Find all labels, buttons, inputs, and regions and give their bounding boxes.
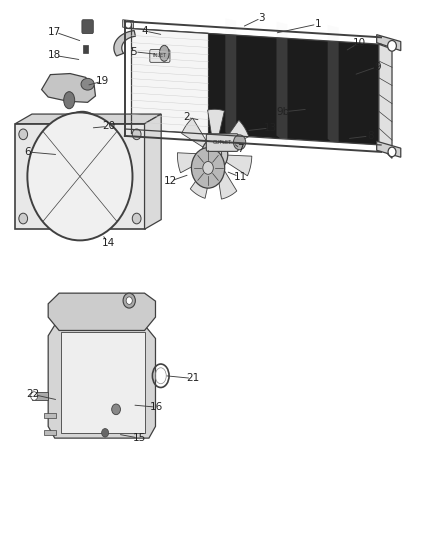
Text: 17: 17 <box>48 27 61 37</box>
Polygon shape <box>15 124 145 229</box>
Text: 8: 8 <box>367 131 374 141</box>
Text: 1: 1 <box>314 19 321 29</box>
Polygon shape <box>217 166 237 199</box>
Text: 5: 5 <box>130 47 137 56</box>
Polygon shape <box>328 25 339 147</box>
Circle shape <box>125 21 131 28</box>
Text: 9b: 9b <box>276 107 289 117</box>
Polygon shape <box>145 114 161 229</box>
Circle shape <box>28 112 132 240</box>
Polygon shape <box>61 332 145 433</box>
Bar <box>32 392 48 400</box>
Text: OUTLET: OUTLET <box>213 140 232 146</box>
Polygon shape <box>377 35 401 51</box>
Polygon shape <box>208 109 224 140</box>
Polygon shape <box>48 325 155 438</box>
Circle shape <box>19 129 28 140</box>
Text: 2: 2 <box>183 112 190 122</box>
Polygon shape <box>123 126 134 135</box>
Polygon shape <box>114 30 135 56</box>
Circle shape <box>388 41 396 51</box>
Circle shape <box>201 139 228 171</box>
FancyBboxPatch shape <box>82 20 93 34</box>
Text: 13: 13 <box>264 123 277 133</box>
Ellipse shape <box>81 78 94 90</box>
Text: INLET: INLET <box>153 53 167 59</box>
Bar <box>44 413 56 418</box>
Polygon shape <box>177 153 203 173</box>
Circle shape <box>102 429 109 437</box>
Polygon shape <box>48 293 155 330</box>
Circle shape <box>132 213 141 224</box>
Circle shape <box>123 293 135 308</box>
Text: 10: 10 <box>353 38 366 47</box>
Circle shape <box>203 161 213 174</box>
Polygon shape <box>131 28 208 134</box>
Ellipse shape <box>65 111 100 142</box>
Text: 3: 3 <box>258 13 265 22</box>
Text: 9: 9 <box>374 62 381 71</box>
Ellipse shape <box>70 117 94 137</box>
Text: 7: 7 <box>237 144 244 154</box>
Ellipse shape <box>78 123 87 131</box>
Polygon shape <box>223 120 249 149</box>
Text: 18: 18 <box>48 51 61 60</box>
FancyBboxPatch shape <box>206 134 238 151</box>
Text: 19: 19 <box>96 76 110 86</box>
FancyBboxPatch shape <box>150 50 170 62</box>
Circle shape <box>112 404 120 415</box>
Text: 12: 12 <box>163 176 177 186</box>
Text: 11: 11 <box>233 172 247 182</box>
Polygon shape <box>377 141 401 157</box>
Polygon shape <box>225 18 236 140</box>
Circle shape <box>208 146 222 163</box>
Circle shape <box>191 148 225 188</box>
Circle shape <box>132 129 141 140</box>
Ellipse shape <box>64 92 74 109</box>
Bar <box>44 430 56 435</box>
Circle shape <box>388 147 396 157</box>
Circle shape <box>31 392 38 400</box>
Text: 16: 16 <box>150 402 163 412</box>
Polygon shape <box>190 166 212 198</box>
Polygon shape <box>15 114 161 124</box>
Circle shape <box>126 297 132 304</box>
Bar <box>83 45 88 53</box>
Circle shape <box>19 213 28 224</box>
Text: 21: 21 <box>186 374 199 383</box>
Text: 22: 22 <box>26 390 39 399</box>
Polygon shape <box>379 44 392 158</box>
Circle shape <box>233 135 246 150</box>
Text: 6: 6 <box>24 147 31 157</box>
Polygon shape <box>182 118 207 148</box>
Circle shape <box>125 127 131 135</box>
Polygon shape <box>42 74 95 102</box>
Polygon shape <box>123 20 134 28</box>
Text: 14: 14 <box>102 238 115 248</box>
Ellipse shape <box>159 45 169 61</box>
Text: 4: 4 <box>141 26 148 36</box>
Polygon shape <box>226 155 252 176</box>
Polygon shape <box>276 21 287 143</box>
Text: 20: 20 <box>102 122 115 131</box>
Polygon shape <box>208 33 379 145</box>
Text: 15: 15 <box>133 433 146 443</box>
